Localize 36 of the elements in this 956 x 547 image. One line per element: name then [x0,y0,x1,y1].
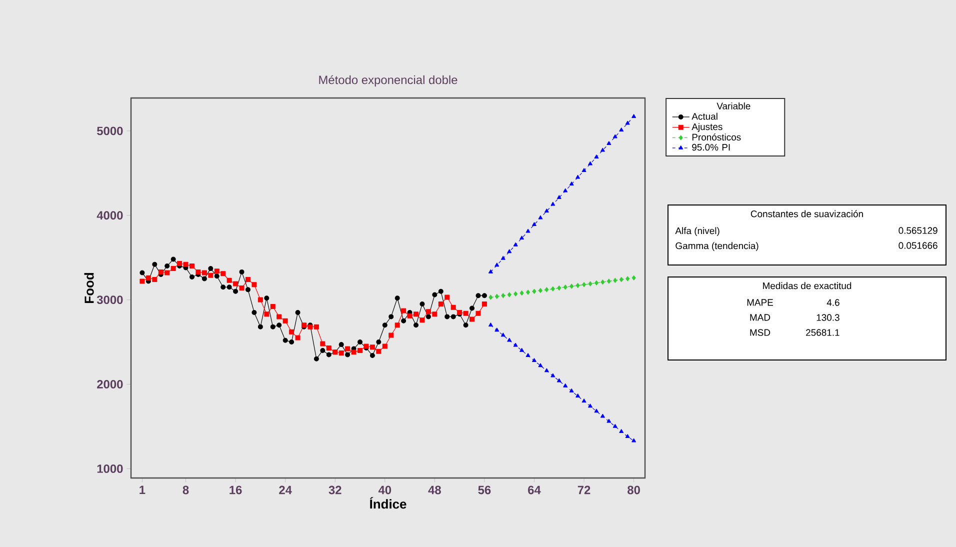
x-axis-title: Índice [370,497,406,509]
x-tick-label: 16 [230,486,242,494]
text: Gamma (tendencia) [676,242,758,251]
text: MAPE [747,299,774,306]
y-tick-label: 1000 [97,464,123,473]
text: Medidas de exactitud [763,282,852,290]
text: 4.6 [826,299,840,306]
legend-title: Variable [716,102,750,110]
chart-title: Método exponencial doble [319,75,458,86]
text: 0.051666 [898,242,938,249]
y-tick-label: 5000 [97,126,123,136]
text: Alfa (nivel) [675,227,720,236]
x-tick-label: 56 [478,486,491,494]
x-tick-label: 8 [182,486,189,494]
y-axis-title: Food [84,273,94,303]
x-tick-label: 72 [578,486,590,494]
text: Constantes de suavización [750,210,863,218]
text: MSD [750,329,770,336]
x-tick-label: 80 [628,486,640,494]
legend-label: Actual [692,112,718,120]
text: 25681.1 [806,329,840,336]
x-tick-label: 40 [378,486,392,494]
text: 0.565129 [898,227,938,234]
legend-label: Ajustes [692,123,722,132]
x-tick-label: 24 [279,486,292,494]
text: 130.3 [816,314,840,321]
y-tick-label: 4000 [96,211,123,220]
x-tick-label: 48 [428,486,441,494]
legend-label: Pronósticos [692,133,741,141]
y-tick-label: 2000 [97,380,123,388]
x-tick-label: 64 [528,486,541,494]
text: MAD [750,314,770,321]
legend-label: 95.0% PI [692,144,730,151]
x-tick-label: 32 [328,486,342,494]
y-tick-label: 3000 [96,296,123,304]
x-tick-label: 1 [140,486,146,494]
